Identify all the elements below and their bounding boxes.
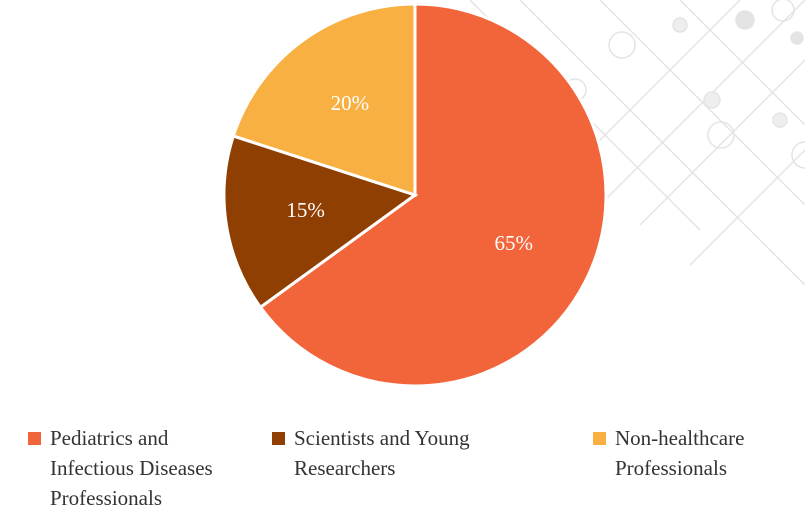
pie-slice — [258, 2, 608, 388]
slice-label: 65% — [494, 231, 533, 255]
legend-label: Pediatrics and Infectious Diseases Profe… — [50, 426, 213, 510]
chart: 65% 15% 20% — [222, 0, 805, 388]
legend-swatch — [272, 432, 285, 445]
slice-label: 15% — [286, 198, 325, 222]
pie-slice — [231, 2, 417, 198]
pie-slice — [222, 134, 419, 310]
legend-label: Non-healthcare Professionals — [615, 426, 745, 480]
background-pattern — [469, 0, 805, 286]
legend-label: Scientists and Young Researchers — [294, 426, 470, 480]
slice-label: 20% — [331, 91, 370, 115]
legend-swatch — [28, 432, 41, 445]
legend-swatch — [593, 432, 606, 445]
legend: Pediatrics and Infectious Diseases Profe… — [0, 423, 805, 511]
